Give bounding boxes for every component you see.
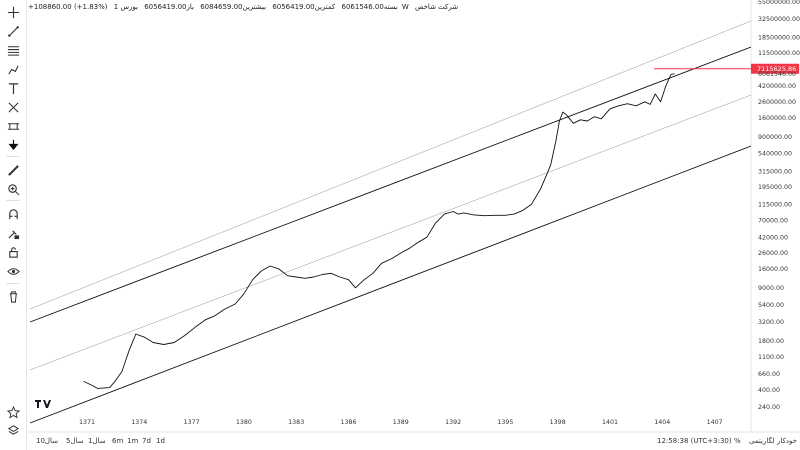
price-tick-label: 1100.00 <box>758 354 784 361</box>
time-tick-label: 1383 <box>288 419 304 426</box>
clock-label: 12:58:38 (UTC+3:30) <box>657 437 732 445</box>
drawing-toolbar <box>0 0 27 450</box>
magnet-icon[interactable] <box>5 206 21 222</box>
range-1d-button[interactable]: 1d <box>156 437 165 445</box>
time-tick-label: 1374 <box>131 419 147 426</box>
time-tick-label: 1392 <box>445 419 461 426</box>
price-tick-label: 115000.00 <box>758 201 792 208</box>
price-tick-label: 900000.00 <box>758 134 792 141</box>
channel-lower[interactable] <box>29 145 751 424</box>
fib-icon[interactable] <box>5 42 21 58</box>
price-series-line[interactable] <box>83 73 675 389</box>
channel-upper[interactable] <box>29 46 751 323</box>
price-tick-label: 1600000.00 <box>758 115 796 122</box>
exchange-label: بورس <box>120 3 138 11</box>
lock-icon[interactable] <box>5 244 21 260</box>
time-tick-label: 1407 <box>707 419 723 426</box>
time-tick-label: 1386 <box>340 419 356 426</box>
current-price-label: 7115625.86 <box>757 65 796 73</box>
arrow-down-icon[interactable] <box>5 136 21 152</box>
price-tick-label: 4200000.00 <box>758 83 796 90</box>
price-tick-label: 70000.00 <box>758 218 788 225</box>
tv-logo-mark <box>35 400 51 408</box>
price-tick-label: 315000.00 <box>758 168 792 175</box>
log-toggle[interactable]: لگاریتمی <box>749 437 775 445</box>
time-tick-label: 1401 <box>602 419 618 426</box>
range-7d-button[interactable]: 7d <box>142 437 151 445</box>
price-tick-label: 660.00 <box>758 371 780 378</box>
time-tick-label: 1380 <box>236 419 252 426</box>
eye-icon[interactable] <box>5 263 21 279</box>
layers-icon[interactable] <box>5 422 21 438</box>
current-price-badge <box>751 63 799 74</box>
price-tick-label: 9000.00 <box>758 285 784 292</box>
price-tick-label: 6061546.00 <box>758 71 796 78</box>
trend-line-icon[interactable] <box>5 23 21 39</box>
range-10y-button[interactable]: 10سال <box>36 437 59 445</box>
text-icon[interactable] <box>5 80 21 96</box>
brush-icon[interactable] <box>5 61 21 77</box>
time-tick-label: 1377 <box>184 419 200 426</box>
time-tick-label: 1398 <box>550 419 566 426</box>
price-tick-label: 11500000.00 <box>758 50 800 57</box>
percent-toggle[interactable]: % <box>734 437 741 445</box>
pattern-icon[interactable] <box>5 99 21 115</box>
lock-drawing-icon[interactable] <box>5 225 21 241</box>
time-tick-label: 1371 <box>79 419 95 426</box>
ruler-icon[interactable] <box>5 162 21 178</box>
star-icon[interactable] <box>5 404 21 420</box>
time-tick-label: 1395 <box>497 419 513 426</box>
price-tick-label: 400.00 <box>758 387 780 394</box>
range-1y-button[interactable]: 1سال <box>88 437 106 445</box>
channel-outer-upper[interactable] <box>29 20 751 310</box>
range-5y-button[interactable]: 5سال <box>66 437 84 445</box>
price-tick-label: 26000.00 <box>758 250 788 257</box>
high-value: بیشترین6084659.00 <box>200 3 267 11</box>
crosshair-icon[interactable] <box>5 4 21 20</box>
time-tick-label: 1389 <box>393 419 409 426</box>
price-tick-label: 32500000.00 <box>758 16 800 23</box>
range-6m-button[interactable]: 6m <box>112 437 124 445</box>
price-tick-label: 55000000.00 <box>758 0 800 6</box>
change-value: +108860.00 (+1.83%) <box>28 3 108 11</box>
close-value: بسته6061546.00 <box>341 3 398 11</box>
price-tick-label: 18500000.00 <box>758 35 800 42</box>
channel-middle[interactable] <box>29 94 751 371</box>
price-tick-label: 195000.00 <box>758 184 792 191</box>
symbol-title[interactable]: شرکت شاخص <box>415 3 459 11</box>
low-value: کمترین6056419.00 <box>272 3 336 11</box>
price-tick-label: 3200.00 <box>758 319 784 326</box>
auto-toggle[interactable]: خودکار <box>777 437 797 445</box>
open-value: باز6056419.00 <box>144 3 194 11</box>
trash-icon[interactable] <box>5 288 21 304</box>
price-tick-label: 540000.00 <box>758 151 792 158</box>
measure-icon[interactable] <box>5 118 21 134</box>
price-tick-label: 42000.00 <box>758 234 788 241</box>
price-tick-label: 2600000.00 <box>758 99 796 106</box>
time-tick-label: 1404 <box>654 419 670 426</box>
zoom-icon[interactable] <box>5 181 21 197</box>
price-tick-label: 1800.00 <box>758 338 784 345</box>
price-tick-label: 240.00 <box>758 404 780 411</box>
symbol-header: +108860.00 (+1.83%) بسته6061546.00 کمتری… <box>28 0 750 14</box>
price-tick-label: 16000.00 <box>758 266 788 273</box>
bottom-bar: 10سال 5سال 1سال 6m 1m 7d 1d 12:58:38 (UT… <box>28 432 800 450</box>
range-1m-button[interactable]: 1m <box>127 437 139 445</box>
price-tick-label: 5400.00 <box>758 302 784 309</box>
interval-button[interactable]: 1W <box>113 3 409 11</box>
